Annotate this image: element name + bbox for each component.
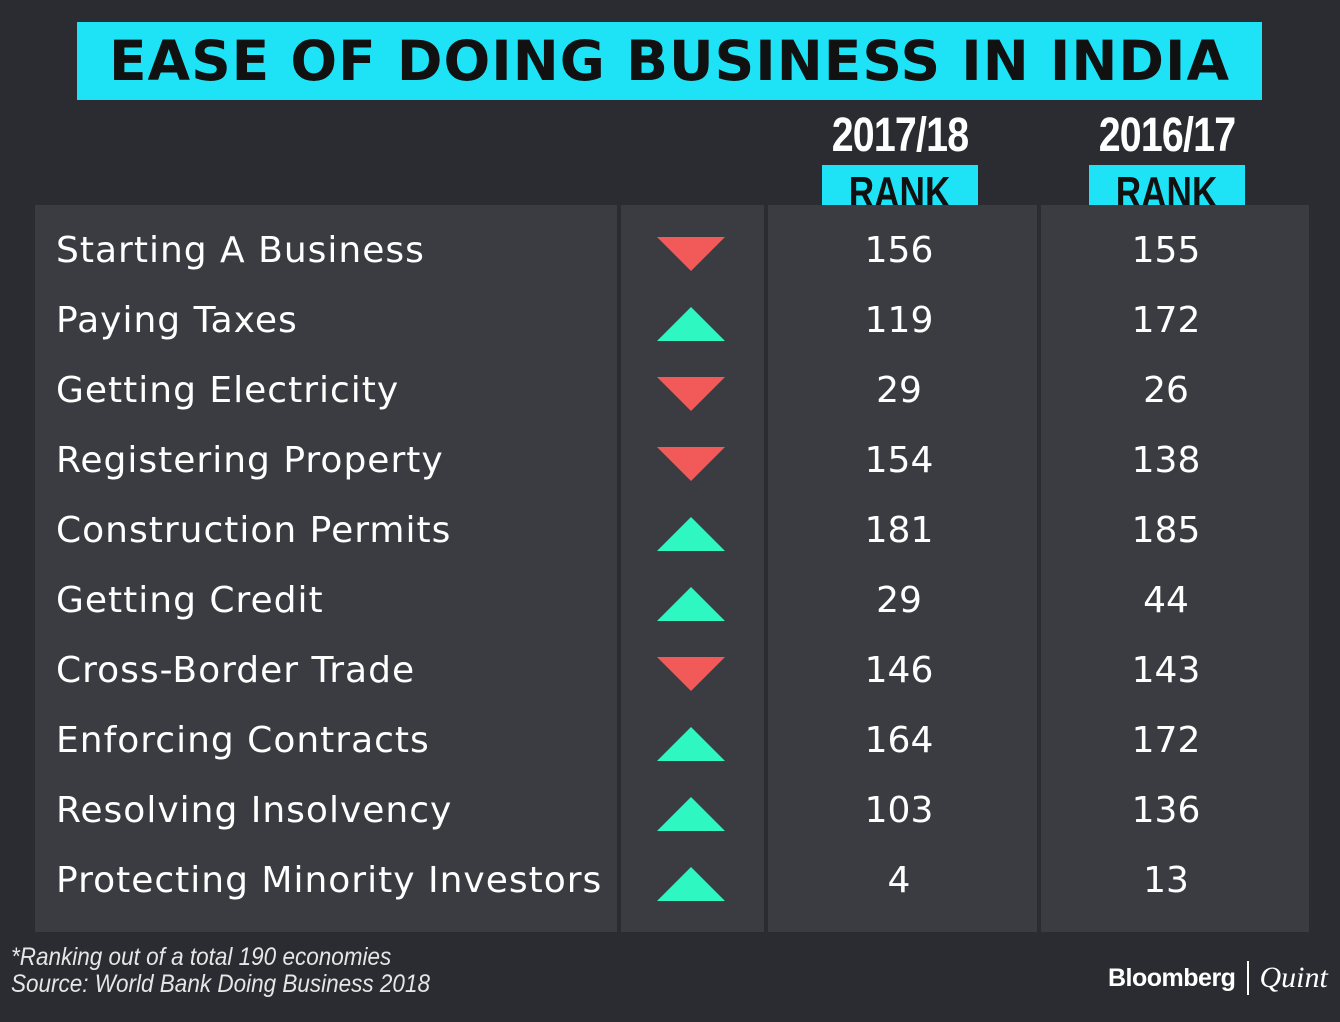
rank-2017-18-value: 29 (876, 370, 922, 411)
column-year-2016-17: 2016/17 (1098, 109, 1236, 162)
column-divider (617, 205, 621, 932)
table-row: Protecting Minority Investors 4 13 (35, 846, 1309, 916)
row-label: Getting Credit (56, 580, 324, 621)
table-row: Resolving Insolvency 103 136 (35, 776, 1309, 846)
rank-2017-18-value: 4 (887, 860, 911, 901)
trend-arrow-shape (657, 867, 725, 901)
trend-arrow-shape (657, 377, 725, 411)
trend-arrow-shape (657, 797, 725, 831)
chart-title: EASE OF DOING BUSINESS IN INDIA (108, 29, 1231, 93)
table-row: Registering Property 154 138 (35, 426, 1309, 496)
brand-divider (1247, 961, 1250, 995)
row-label: Starting A Business (56, 230, 425, 271)
rank-2016-17-value: 172 (1131, 720, 1201, 761)
trend-arrow-shape (657, 727, 725, 761)
row-label: Cross-Border Trade (56, 650, 416, 691)
rank-2016-17-value: 136 (1131, 790, 1201, 831)
brand-secondary: Quint (1259, 961, 1328, 994)
rank-2017-18-value: 29 (876, 580, 922, 621)
footnote: *Ranking out of a total 190 economies So… (11, 944, 477, 998)
trend-arrow-shape (657, 307, 725, 341)
rank-2016-17-value: 143 (1131, 650, 1201, 691)
table-row: Getting Credit 29 44 (35, 566, 1309, 636)
rank-2017-18-value: 103 (864, 790, 934, 831)
rank-2016-17-value: 155 (1131, 230, 1201, 271)
row-label: Construction Permits (56, 510, 452, 551)
rank-2016-17-value: 26 (1143, 370, 1189, 411)
trend-up-icon (657, 727, 725, 761)
column-divider (764, 205, 768, 932)
rank-2017-18-value: 181 (864, 510, 934, 551)
row-label: Resolving Insolvency (56, 790, 453, 831)
row-label: Protecting Minority Investors (56, 860, 603, 901)
trend-down-icon (657, 377, 725, 411)
trend-down-icon (657, 657, 725, 691)
rank-2017-18-value: 119 (864, 300, 934, 341)
rank-2017-18-value: 156 (864, 230, 934, 271)
column-header-2017-18: 2017/18 RANK (790, 108, 1010, 221)
trend-up-icon (657, 867, 725, 901)
table-row: Getting Electricity 29 26 (35, 356, 1309, 426)
trend-up-icon (657, 517, 725, 551)
rank-2017-18-value: 164 (864, 720, 934, 761)
rank-2017-18-value: 146 (864, 650, 934, 691)
rank-2016-17-value: 138 (1131, 440, 1201, 481)
table-row: Construction Permits 181 185 (35, 496, 1309, 566)
trend-down-icon (657, 237, 725, 271)
title-banner: EASE OF DOING BUSINESS IN INDIA (77, 22, 1262, 100)
trend-down-icon (657, 447, 725, 481)
trend-arrow-shape (657, 587, 725, 621)
footnote-source: Source: World Bank Doing Business 2018 (11, 970, 430, 998)
table-row: Starting A Business 156 155 (35, 216, 1309, 286)
rank-2016-17-value: 44 (1143, 580, 1189, 621)
column-year-2017-18: 2017/18 (831, 109, 969, 162)
brand-primary: Bloomberg (1108, 963, 1236, 992)
row-label: Enforcing Contracts (56, 720, 430, 761)
trend-arrow-shape (657, 237, 725, 271)
trend-arrow-shape (657, 517, 725, 551)
rank-2017-18-value: 154 (864, 440, 934, 481)
trend-arrow-shape (657, 657, 725, 691)
row-label: Registering Property (56, 440, 444, 481)
column-divider (1037, 205, 1041, 932)
row-label: Paying Taxes (56, 300, 298, 341)
trend-up-icon (657, 797, 725, 831)
footnote-ranking-note: *Ranking out of a total 190 economies (11, 943, 392, 971)
rank-2016-17-value: 185 (1131, 510, 1201, 551)
rank-2016-17-value: 172 (1131, 300, 1201, 341)
row-label: Getting Electricity (56, 370, 400, 411)
table-row: Paying Taxes 119 172 (35, 286, 1309, 356)
trend-arrow-shape (657, 447, 725, 481)
trend-up-icon (657, 587, 725, 621)
table-row: Cross-Border Trade 146 143 (35, 636, 1309, 706)
trend-up-icon (657, 307, 725, 341)
brand-logo: Bloomberg Quint (1108, 958, 1328, 998)
table-row: Enforcing Contracts 164 172 (35, 706, 1309, 776)
rank-2016-17-value: 13 (1143, 860, 1189, 901)
